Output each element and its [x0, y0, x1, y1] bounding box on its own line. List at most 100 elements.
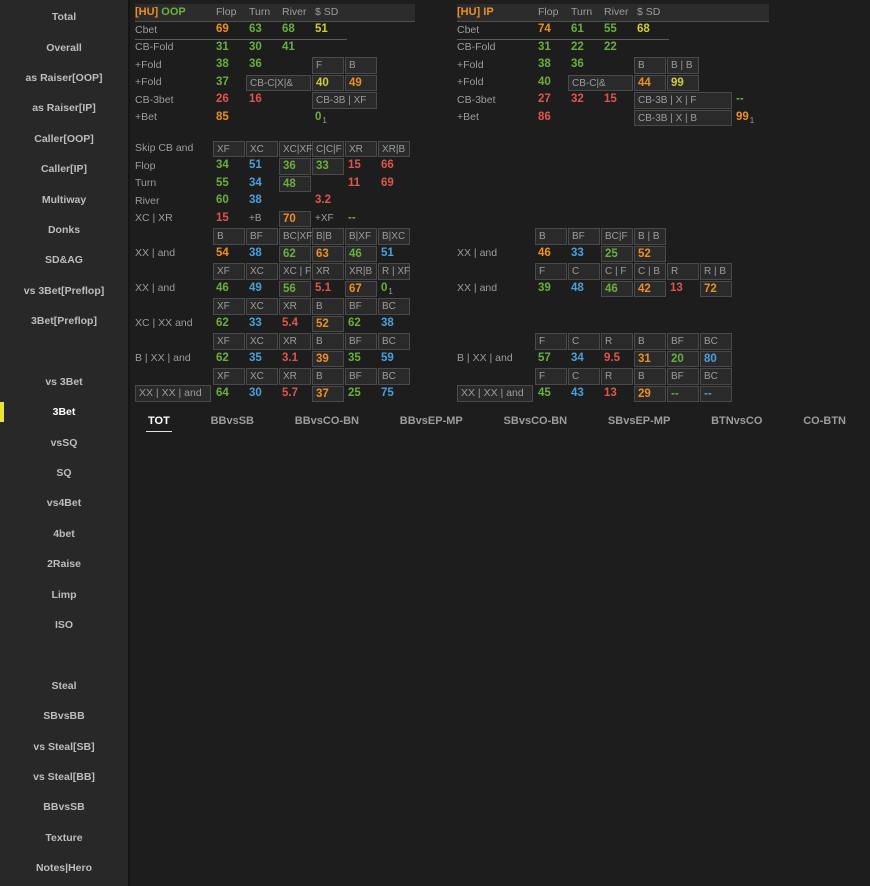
sidebar-item-vs-3bet[interactable]: vs 3Bet: [45, 375, 83, 388]
sidebar-item-vs-steal-sb[interactable]: vs Steal[SB]: [33, 740, 95, 753]
sidebar-item-vs4bet[interactable]: vs4Bet: [46, 497, 82, 510]
stat-value: 86: [538, 110, 551, 123]
row-label: +Bet: [457, 111, 479, 123]
stat-value: 48: [279, 175, 311, 192]
sidebar-item-3bet-preflop[interactable]: 3Bet[Preflop]: [31, 315, 97, 328]
stat-header-cell: F: [312, 57, 344, 74]
stat-header-cell: XF: [213, 263, 245, 280]
stat-header-cell: B: [345, 57, 377, 74]
sidebar-item-sbvsbb[interactable]: SBvsBB: [43, 710, 85, 723]
stat-value: 40: [538, 75, 551, 88]
tab-bbvsco-bn[interactable]: BBvsCO-BN: [294, 415, 359, 427]
stat-header-cell: BC: [378, 333, 410, 350]
stat-header-cell: XC: [246, 298, 278, 315]
stat-value-subscript: 1: [388, 286, 393, 296]
sidebar-item-2raise[interactable]: 2Raise: [47, 558, 81, 571]
sidebar-item-notes-hero[interactable]: Notes|Hero: [35, 862, 93, 875]
sidebar-item-3bet[interactable]: 3Bet: [0, 397, 128, 427]
stat-header-cell: BC: [700, 368, 732, 385]
stat-value: 42: [634, 280, 666, 297]
row-label: XC | XX and: [135, 317, 193, 329]
sidebar-item-bbvssb[interactable]: BBvsSB: [43, 801, 85, 814]
sidebar-item-overall[interactable]: Overall: [46, 41, 82, 54]
stat-value: Turn: [571, 5, 593, 18]
panel-title-part: [HU]: [457, 6, 484, 18]
stat-header-cell: F: [535, 263, 567, 280]
tab-bbvsep-mp[interactable]: BBvsEP-MP: [399, 415, 463, 427]
stat-value: 60: [216, 194, 229, 206]
stat-row: Cbet 69 63 68 51: [135, 22, 415, 39]
stat-row: [HU] IP Flop Turn River $ SD: [457, 4, 769, 22]
row-label: XX | XX | and: [457, 385, 533, 402]
row-label: XX | and: [457, 247, 498, 259]
sidebar-item-vs-steal-bb[interactable]: vs Steal[BB]: [33, 770, 95, 783]
stat-value: 33: [571, 246, 584, 259]
stat-value: 49: [345, 74, 377, 91]
stat-value: 69: [381, 176, 394, 189]
stat-value: 46: [601, 280, 633, 297]
stat-value: 57: [538, 351, 551, 364]
stat-row: CB-Fold 31 30 41: [135, 39, 415, 57]
stat-value: 33: [312, 158, 344, 175]
sidebar-item-as-raiser-ip[interactable]: as Raiser[IP]: [32, 102, 96, 115]
sidebar-item-iso[interactable]: ISO: [54, 619, 74, 631]
stat-header-cell: B|XC: [378, 228, 410, 245]
sidebar-item-vs-3bet-preflop[interactable]: vs 3Bet[Preflop]: [23, 284, 105, 297]
panel-hu-ip: [HU] IP Flop Turn River $ SD Cbet 74 61 55 68 CB-F…: [457, 4, 769, 403]
stat-value: 66: [381, 159, 394, 171]
stat-value: 22: [571, 40, 584, 53]
row-label: Cbet: [457, 23, 480, 36]
stat-header-cell: C | F: [601, 263, 633, 280]
sidebar-item-limp[interactable]: Limp: [51, 588, 77, 601]
stat-header-cell: B | B: [634, 228, 666, 245]
sidebar-item-steal[interactable]: Steal: [51, 679, 77, 692]
stat-value: Turn: [249, 5, 271, 18]
stat-value: 51: [381, 246, 394, 259]
sidebar-item-donks[interactable]: Donks: [47, 223, 81, 236]
row-label: B | XX | and: [135, 352, 191, 364]
sidebar-item-caller-oop[interactable]: Caller[OOP]: [34, 132, 94, 145]
sidebar-group-spacer: [0, 336, 128, 366]
stat-header-cell: +XF: [315, 212, 334, 224]
tab-co-btn[interactable]: CO-BTN: [803, 415, 846, 427]
row-label: CB-3bet: [135, 93, 174, 106]
stat-value: 13: [604, 386, 617, 399]
stat-header-cell: XF: [213, 298, 245, 315]
stat-header-cell: XR: [279, 333, 311, 350]
sidebar-item-total[interactable]: Total: [51, 11, 77, 24]
tab-btnvsco[interactable]: BTNvsCO: [711, 415, 763, 427]
stat-row: [HU] OOP Flop Turn River $ SD: [135, 4, 415, 22]
sidebar-item-sd-ag[interactable]: SD&AG: [45, 254, 83, 267]
sidebar-item-vssq[interactable]: vsSQ: [50, 436, 78, 449]
stat-header-cell: BC|XF: [279, 228, 312, 245]
tab-tot[interactable]: TOT: [146, 410, 172, 432]
stat-value: 59: [381, 351, 394, 364]
tab-sbvsep-mp[interactable]: SBvsEP-MP: [607, 415, 671, 427]
sidebar-item-as-raiser-oop[interactable]: as Raiser[OOP]: [25, 71, 103, 84]
stat-header-cell: BF: [667, 368, 699, 385]
tab-bbvssb[interactable]: BBvsSB: [210, 415, 254, 427]
sidebar-item-multiway[interactable]: Multiway: [41, 193, 87, 206]
stat-value: 01: [315, 110, 327, 125]
stat-header-cell: +B: [249, 212, 262, 224]
stat-value: 44: [634, 74, 666, 91]
stat-header-cell: B|B: [312, 228, 344, 245]
sidebar-item-sq[interactable]: SQ: [56, 467, 72, 480]
stat-value: 27: [538, 93, 551, 105]
sidebar: Total Overall as Raiser[OOP] as Raiser[IP] C…: [0, 0, 130, 886]
stat-value: 62: [216, 351, 229, 364]
stat-header-cell: XR: [312, 263, 344, 280]
stat-header-cell: B: [312, 368, 344, 385]
tab-sbvsco-bn[interactable]: SBvsCO-BN: [503, 415, 568, 427]
stat-value: 36: [571, 58, 584, 70]
sidebar-item-4bet[interactable]: 4bet: [53, 527, 75, 540]
stat-header-cell: XC|XF: [279, 140, 312, 157]
stat-header-cell: XC: [246, 140, 278, 157]
row-label: XX | and: [135, 282, 176, 294]
stat-value: --: [667, 385, 699, 402]
sidebar-item-texture[interactable]: Texture: [45, 831, 83, 844]
sidebar-item-caller-ip[interactable]: Caller[IP]: [40, 163, 88, 176]
stat-value-subscript: 1: [322, 115, 327, 125]
stat-value: 35: [249, 351, 262, 364]
stat-row: XX | XX | and 45 43 13 29 -- --: [457, 385, 769, 403]
